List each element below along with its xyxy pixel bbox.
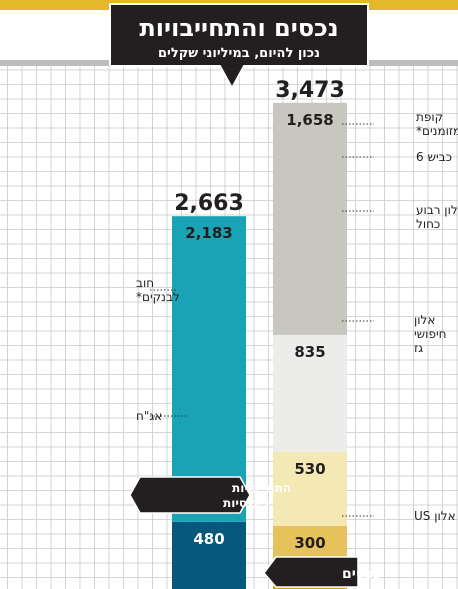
bar-segment (273, 451, 347, 526)
legend-label: מזומנים* (416, 124, 458, 138)
legend-label: חיפושי (414, 327, 446, 341)
legend-label: אלון רבוע (416, 203, 458, 217)
legend-label: חוב (136, 276, 154, 290)
legend-label: אלון (414, 313, 435, 327)
data-label: 480 (193, 530, 224, 548)
bar-segment (273, 102, 347, 335)
data-label: 2,183 (185, 224, 232, 242)
data-label: 835 (294, 343, 325, 361)
data-label: 1,658 (286, 111, 333, 129)
data-label: 530 (294, 460, 325, 478)
bar-segment (172, 216, 246, 522)
legend-label: גז (414, 341, 423, 355)
total-label: 2,663 (174, 191, 244, 216)
legend-label: קופת (416, 110, 443, 124)
page-title: נכסים והתחייבויות (139, 14, 338, 42)
header-banner (109, 3, 369, 91)
liabilities-tag-label: התחייבויות (232, 481, 291, 495)
total-label: 3,473 (275, 78, 345, 103)
data-label: 300 (294, 534, 325, 552)
legend-label: כחול (416, 217, 440, 231)
page-subtitle: נכון להיום, במיליוני שקלים (158, 46, 320, 61)
legend-label: אלון US (414, 509, 456, 523)
legend-label: לבנקים* (136, 290, 180, 304)
assets-tag-label: נכסים (342, 566, 380, 582)
bar-segment (172, 521, 246, 589)
labels: 1503005308351,6583,4734802,1832,663קופתמ… (129, 78, 458, 589)
header: נכסים והתחייבויות נכון להיום, במיליוני שק… (0, 0, 458, 91)
legend-label: כביש 6 (416, 150, 452, 164)
bars (172, 102, 347, 589)
bar-segment (273, 334, 347, 452)
liabilities-tag-label: פיננסיות (223, 496, 269, 510)
liabilities-tag (129, 476, 251, 514)
assets-tag (263, 556, 359, 588)
legend-label: אג"ח (136, 409, 162, 423)
